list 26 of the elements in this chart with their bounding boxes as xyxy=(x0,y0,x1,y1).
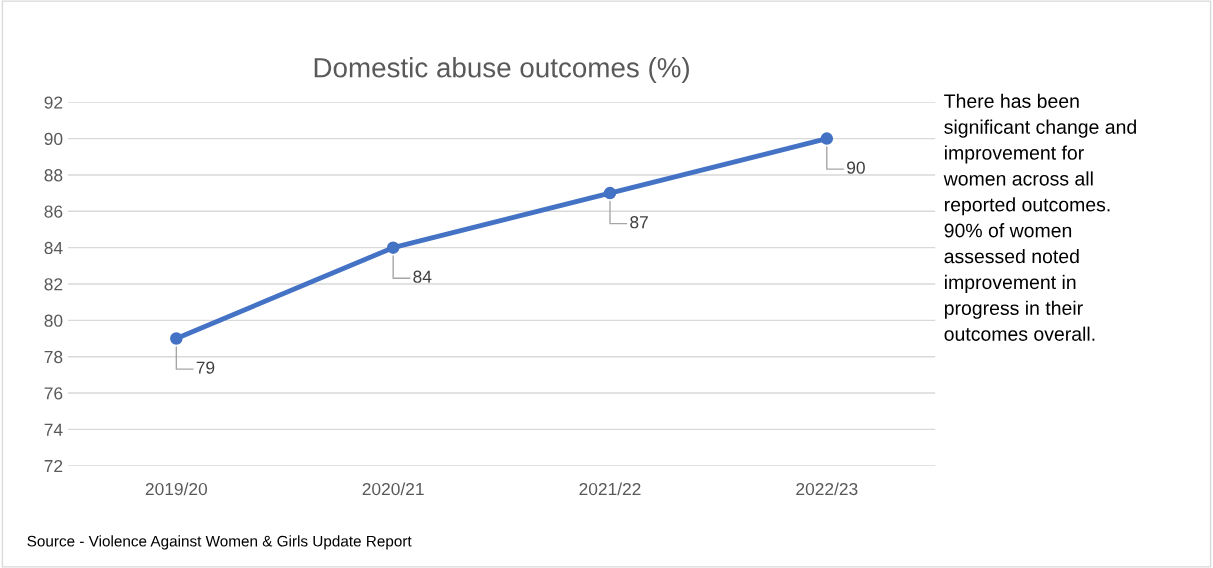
y-tick-label: 86 xyxy=(44,205,63,218)
x-tick-label: 2019/20 xyxy=(145,482,208,496)
y-tick-label: 78 xyxy=(44,350,63,364)
data-label: 90 xyxy=(847,161,865,174)
point xyxy=(170,332,183,345)
point xyxy=(603,186,617,200)
data-label: 87 xyxy=(630,216,648,229)
x-tick-label: 2021/22 xyxy=(579,482,641,496)
y-tick-label: 76 xyxy=(44,387,63,400)
point xyxy=(820,132,834,145)
y-tick-label: 80 xyxy=(44,314,63,327)
x-tick-label: 2020/21 xyxy=(362,482,424,496)
y-tick-label: 84 xyxy=(44,241,63,255)
point xyxy=(386,241,400,254)
data-label: 84 xyxy=(413,270,432,283)
x-tick-label: 2022/23 xyxy=(796,482,858,496)
y-tick-label: 82 xyxy=(44,278,63,291)
y-tick-label: 72 xyxy=(44,459,63,473)
text: There has been significant change and improvement for women across all reported outcomes. 90% of women assessed noted improvement in progress in their outcomes overall. xyxy=(943,93,1136,341)
source-note: Source - Violence Against Women & Girls Update Report xyxy=(27,535,412,550)
data-label: 79 xyxy=(196,361,215,374)
y-tick-label: 92 xyxy=(44,96,63,109)
y-tick-label: 74 xyxy=(44,423,63,436)
chart-title: Domestic abuse outcomes (%) xyxy=(314,57,689,83)
y-tick-label: 90 xyxy=(44,132,63,146)
y-tick-label: 88 xyxy=(44,169,63,182)
